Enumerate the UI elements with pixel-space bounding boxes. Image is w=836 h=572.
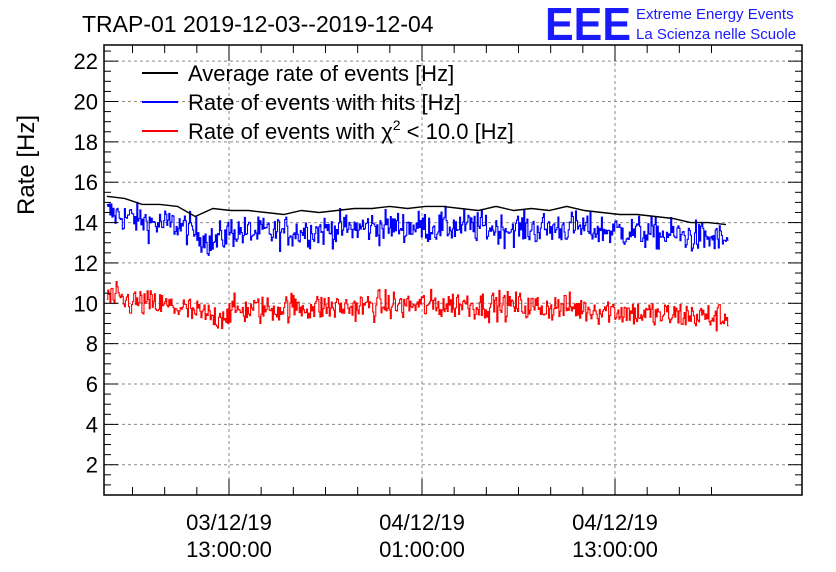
eee-logo: EEE Extreme Energy Events La Scienza nel… [545, 0, 796, 50]
series-line-average [106, 195, 727, 226]
y-axis-label: Rate [Hz] [13, 115, 40, 215]
legend-label-text: Rate of events with χ [188, 119, 393, 144]
series-layer [106, 195, 729, 332]
logo-line-2: La Scienza nelle Scuole [636, 26, 796, 43]
y-tick-label: 4 [86, 412, 98, 437]
x-tick-time: 13:00:00 [186, 537, 272, 562]
legend-label-text: Rate of events with hits [Hz] [188, 90, 461, 115]
y-tick-label: 10 [74, 291, 98, 316]
axes: 24681012141618202203/12/1913:00:0004/12/… [74, 44, 803, 562]
y-tick-label: 18 [74, 130, 98, 155]
legend: Average rate of events [Hz] Rate of event… [142, 61, 514, 144]
legend-label: Rate of events with χ2 < 10.0 [Hz] [188, 117, 514, 144]
x-tick-time: 01:00:00 [379, 537, 465, 562]
legend-label: Average rate of events [Hz] [188, 61, 454, 86]
y-tick-label: 12 [74, 251, 98, 276]
y-tick-label: 14 [74, 211, 98, 236]
legend-label-text: Average rate of events [Hz] [188, 61, 454, 86]
y-tick-label: 22 [74, 49, 98, 74]
x-tick-time: 13:00:00 [572, 537, 658, 562]
logo-line-1: Extreme Energy Events [636, 6, 794, 23]
legend-label: Rate of events with hits [Hz] [188, 90, 461, 115]
y-tick-label: 16 [74, 170, 98, 195]
series-line-chi2 [106, 280, 729, 332]
chart-title: TRAP-01 2019-12-03--2019-12-04 [82, 11, 434, 37]
y-tick-label: 2 [86, 453, 98, 478]
y-tick-label: 6 [86, 372, 98, 397]
logo-mark: EEE [545, 0, 631, 50]
x-tick-date: 03/12/19 [186, 510, 272, 535]
legend-suffix: < 10.0 [Hz] [401, 119, 514, 144]
y-tick-label: 20 [74, 90, 98, 115]
series-line-hits [106, 201, 729, 256]
plot-frame [103, 44, 803, 496]
x-tick-date: 04/12/19 [379, 510, 465, 535]
legend-superscript: 2 [393, 117, 401, 133]
x-tick-date: 04/12/19 [572, 510, 658, 535]
y-tick-label: 8 [86, 332, 98, 357]
